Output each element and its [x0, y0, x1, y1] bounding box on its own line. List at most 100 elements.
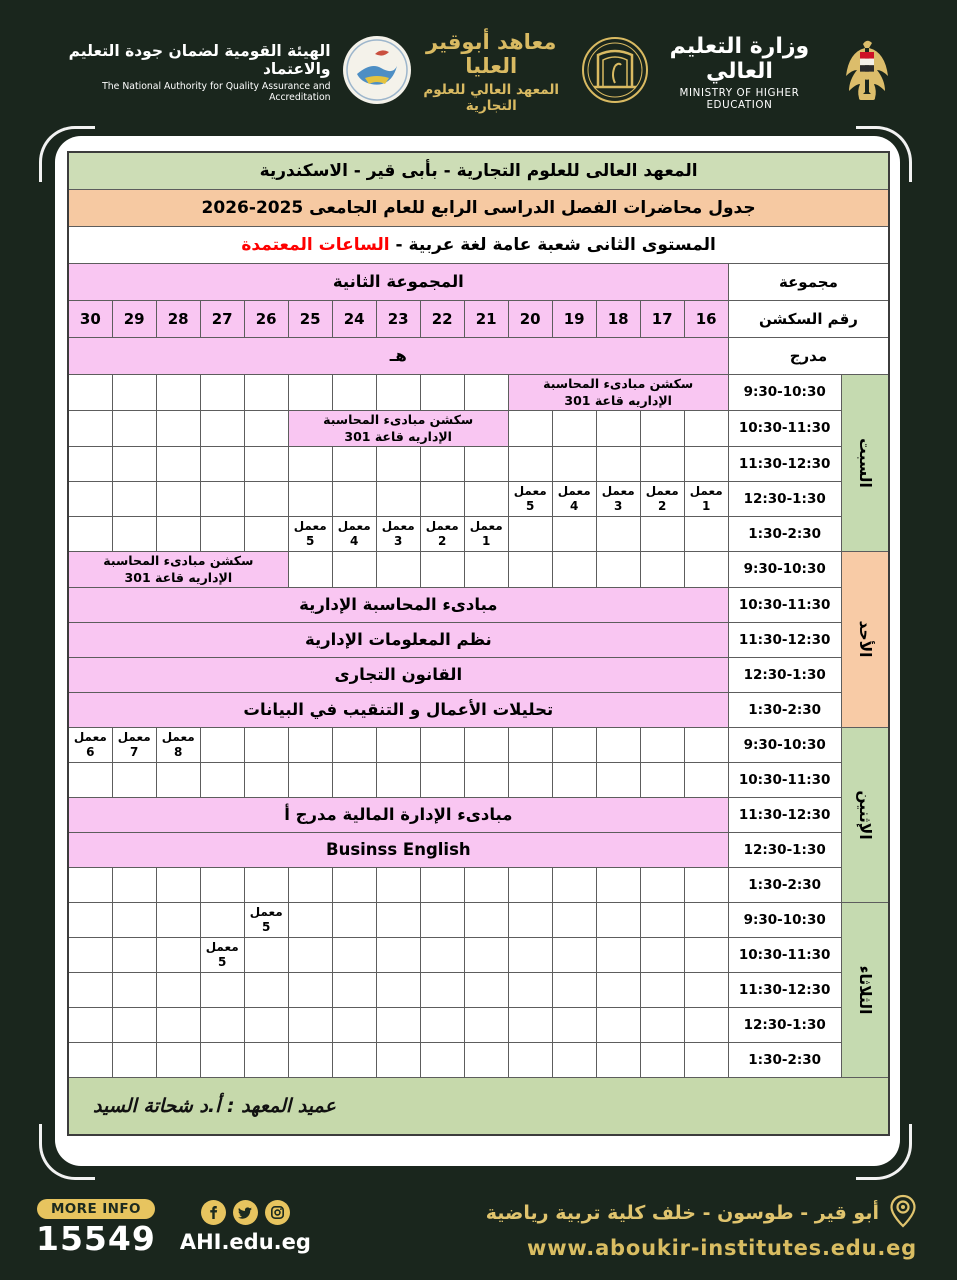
- day-label: الأحد: [855, 620, 874, 658]
- empty-cell: [243, 1041, 289, 1078]
- course-cell: سكشن مبادىء المحاسبة الإداريه قاعة 301: [287, 409, 509, 447]
- empty-cell: [463, 936, 509, 973]
- empty-cell: [683, 445, 729, 482]
- empty-cell: [243, 445, 289, 482]
- lab-cell: معمل 5: [199, 936, 245, 973]
- day-cell: الإثنين: [840, 726, 890, 903]
- empty-cell: [639, 1006, 685, 1043]
- lab-word: معمل: [337, 518, 371, 533]
- schedule-title-row: جدول محاضرات الفصل الدراسى الرابع للعام …: [67, 188, 890, 227]
- twitter-icon[interactable]: [232, 1200, 258, 1225]
- facebook-icon[interactable]: [200, 1200, 226, 1225]
- lab-word: معمل: [513, 483, 547, 498]
- empty-cell: [463, 901, 509, 938]
- empty-cell: [419, 550, 465, 588]
- section-number-cell: 21: [463, 299, 509, 338]
- empty-cell: [463, 445, 509, 482]
- more-info-badge: MORE INFO: [36, 1199, 155, 1219]
- section-number-cell: 27: [199, 299, 245, 338]
- empty-cell: [551, 1006, 597, 1043]
- lab-cell: معمل 2: [639, 480, 685, 517]
- empty-cell: [331, 480, 377, 517]
- footer: MORE INFO 15549 AHI.edu.eg أبو قير - طوس…: [0, 1188, 957, 1280]
- empty-cell: [595, 515, 641, 552]
- lab-word: معمل: [205, 939, 239, 954]
- empty-cell: [463, 1006, 509, 1043]
- empty-cell: [419, 901, 465, 938]
- section-number-cell: 26: [243, 299, 289, 338]
- empty-cell: [595, 936, 641, 973]
- empty-cell: [683, 936, 729, 973]
- empty-cell: [67, 1006, 113, 1043]
- address-text: أبو قير - طوسون - خلف كلية تربية رياضية: [485, 1202, 879, 1224]
- empty-cell: [155, 1041, 201, 1078]
- time-slot-cell: 12:30-1:30: [727, 656, 842, 693]
- schedule-row: 10:30-11:30 مبادىء المحاسبة الإدارية: [67, 586, 889, 623]
- empty-cell: [463, 1041, 509, 1078]
- empty-cell: [419, 726, 465, 763]
- time-slot-cell: 10:30-11:30: [727, 586, 842, 623]
- empty-cell: [111, 866, 157, 903]
- schedule-row: الثلاثاء 9:30-10:30 معمل 5: [67, 901, 890, 1078]
- social-block: AHI.edu.eg: [180, 1200, 311, 1254]
- empty-cell: [639, 971, 685, 1008]
- credit-hours-highlight: الساعات المعتمدة: [241, 234, 390, 255]
- empty-cell: [111, 971, 157, 1008]
- time-slot-cell: 12:30-1:30: [727, 831, 842, 868]
- section-numbers-row: رقم السكشن 16 17 18 19 20 21 22 23 24 25 26 27 28 29 3…: [67, 299, 890, 338]
- day-cell: السبت: [840, 373, 890, 552]
- empty-cell: [155, 936, 201, 973]
- empty-cell: [287, 445, 333, 482]
- lab-word: معمل: [249, 904, 283, 919]
- empty-cell: [199, 761, 245, 798]
- website-url[interactable]: www.aboukir-institutes.edu.eg: [527, 1236, 917, 1260]
- lab-word: معمل: [425, 518, 459, 533]
- lab-cell: معمل 3: [595, 480, 641, 517]
- empty-cell: [683, 409, 729, 447]
- lab-cell: معمل 4: [331, 515, 377, 552]
- course-cell: تحليلات الأعمال و التنقيب في البيانات: [67, 691, 729, 728]
- empty-cell: [595, 1006, 641, 1043]
- empty-cell: [331, 936, 377, 973]
- empty-cell: [199, 971, 245, 1008]
- lab-number: 3: [613, 498, 623, 513]
- empty-cell: [683, 971, 729, 1008]
- empty-cell: [507, 726, 553, 763]
- lab-number: 3: [393, 533, 403, 548]
- time-slot-cell: 12:30-1:30: [727, 1006, 842, 1043]
- empty-cell: [331, 1041, 377, 1078]
- time-slot-cell: 9:30-10:30: [727, 726, 842, 763]
- schedule-row: 10:30-11:30 سكشن مبادىء المحاسبة الإداريه…: [67, 409, 889, 447]
- lab-word: معمل: [73, 729, 107, 744]
- lab-number: 5: [261, 919, 271, 934]
- group-label: مجموعة: [727, 262, 890, 301]
- corner-arc-decoration: [39, 1124, 95, 1180]
- empty-cell: [243, 373, 289, 411]
- section-number-cell: 16: [683, 299, 729, 338]
- empty-cell: [287, 1006, 333, 1043]
- day-label: الثلاثاء: [855, 965, 874, 1014]
- empty-cell: [199, 373, 245, 411]
- empty-cell: [155, 866, 201, 903]
- empty-cell: [639, 1041, 685, 1078]
- schedule-row: 12:30-1:30: [67, 1006, 889, 1043]
- empty-cell: [463, 866, 509, 903]
- empty-cell: [419, 761, 465, 798]
- time-slot-cell: 9:30-10:30: [727, 550, 842, 588]
- empty-cell: [155, 761, 201, 798]
- empty-cell: [155, 515, 201, 552]
- lab-cell: معمل 5: [287, 515, 333, 552]
- schedule-card-wrap: المعهد العالى للعلوم التجارية - بأبى قير…: [39, 126, 912, 1180]
- empty-cell: [375, 550, 421, 588]
- instagram-icon[interactable]: [264, 1200, 290, 1225]
- naqaae-logo: الهيئة القومية لضمان جودة التعليم والاعت…: [48, 34, 413, 110]
- site-short-url[interactable]: AHI.edu.eg: [179, 1230, 311, 1254]
- schedule-row: 11:30-12:30: [67, 971, 889, 1008]
- ministry-logo: وزارة التعليم العالي MINISTRY OF HIGHER …: [650, 34, 895, 111]
- empty-cell: [199, 1041, 245, 1078]
- empty-cell: [67, 936, 113, 973]
- empty-cell: [243, 515, 289, 552]
- empty-cell: [551, 936, 597, 973]
- section-number-cell: 30: [67, 299, 113, 338]
- empty-cell: [155, 971, 201, 1008]
